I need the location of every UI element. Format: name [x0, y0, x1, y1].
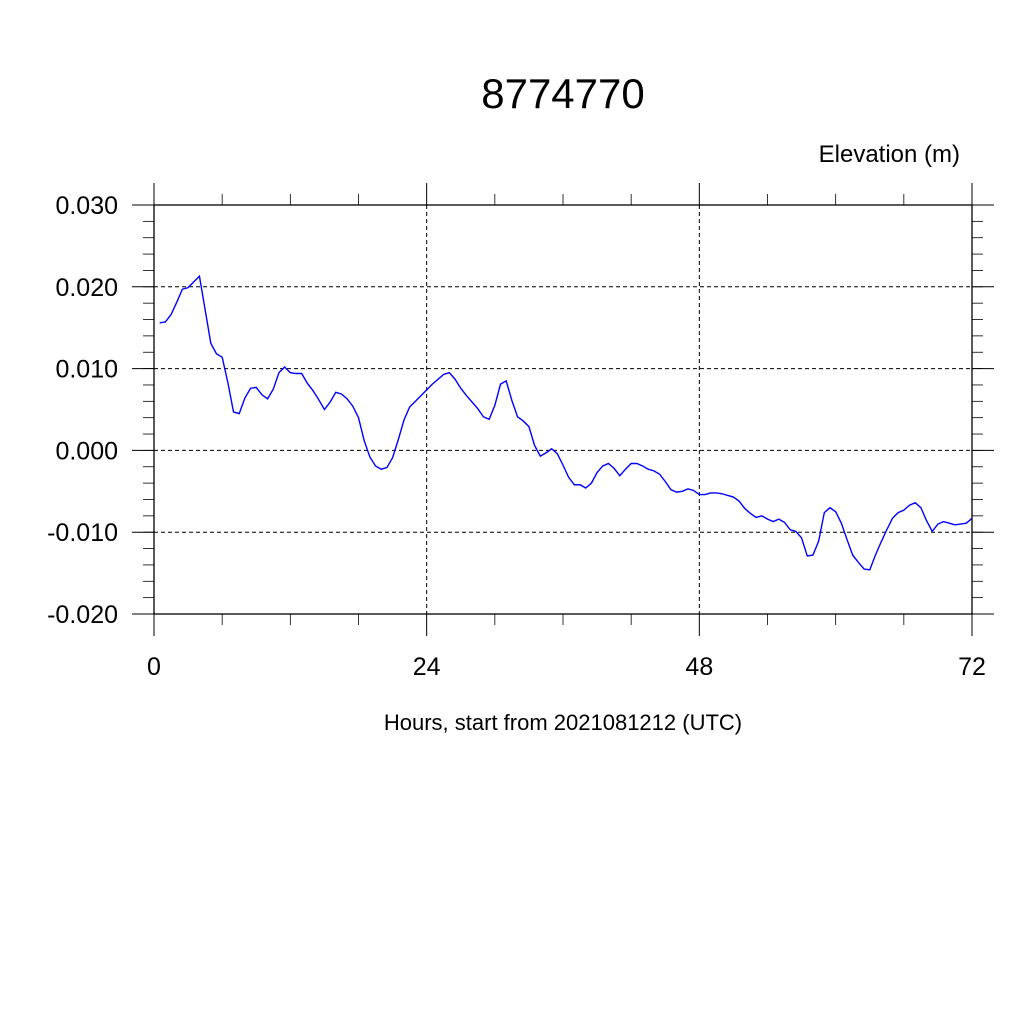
- x-tick-label: 24: [413, 653, 441, 681]
- grid-lines: [154, 204, 972, 614]
- x-tick-label: 48: [685, 653, 713, 681]
- y-tick-label: 0.030: [55, 192, 118, 220]
- y-tick-label: 0.020: [55, 274, 118, 302]
- y-tick-label: 0.000: [55, 437, 118, 465]
- y-tick-label: -0.020: [47, 601, 118, 629]
- chart-title: 8774770: [481, 70, 645, 117]
- x-tick-label: 0: [147, 653, 161, 681]
- x-tick-label: 72: [958, 653, 986, 681]
- plot-frame: [153, 204, 973, 615]
- x-axis-label: Hours, start from 2021081212 (UTC): [384, 710, 742, 735]
- y-tick-label: 0.010: [55, 356, 118, 384]
- series-line: [159, 274, 973, 571]
- axis-ticks: [132, 183, 994, 636]
- tick-labels: -0.020 -0.010 0.000 0.010 0.020 0.030 0 24 48 72: [47, 192, 986, 681]
- y-axis-label: Elevation (m): [819, 141, 960, 168]
- y-tick-label: -0.010: [47, 519, 118, 547]
